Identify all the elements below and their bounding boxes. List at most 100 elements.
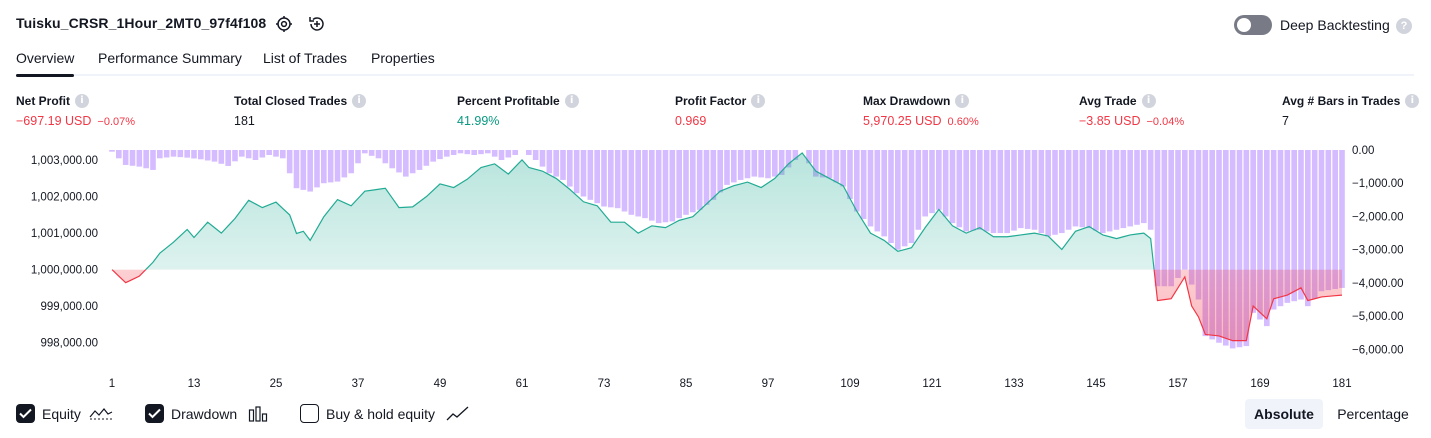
metric-avg-bars-in-trades: Avg # Bars in Trades i 7 — [1282, 92, 1420, 132]
drawdown-bar — [1209, 150, 1215, 340]
tab-overview[interactable]: Overview — [16, 50, 75, 77]
drawdown-bar — [662, 150, 669, 223]
info-icon[interactable]: i — [75, 93, 89, 108]
drawdown-checkbox[interactable] — [145, 404, 164, 423]
drawdown-bar — [416, 150, 423, 170]
buyhold-toggle[interactable]: Buy & hold equity — [300, 403, 480, 425]
x-tick-label: 97 — [762, 378, 775, 390]
x-tick-label: 121 — [922, 378, 941, 390]
chart-legend: Equity Drawdown Buy & hold equity — [16, 403, 1416, 425]
drawdown-bar — [286, 150, 293, 174]
x-tick-label: 169 — [1250, 378, 1269, 390]
equity-drawdown-chart[interactable]: 998,000.00 999,000.00 1,000,000.00 1,001,00… — [0, 140, 1431, 398]
drawdown-bar — [1270, 150, 1277, 310]
drawdown-bar — [1229, 150, 1236, 349]
drawdown-bar — [375, 150, 382, 159]
drawdown-bar — [1216, 150, 1222, 343]
drawdown-bar — [498, 150, 505, 160]
drawdown-bar — [1079, 150, 1086, 228]
drawdown-bar — [553, 150, 559, 177]
drawdown-bar — [389, 150, 395, 169]
drawdown-bar — [252, 150, 259, 160]
equity-toggle[interactable]: Equity — [16, 403, 116, 425]
drawdown-bar — [403, 150, 409, 177]
drawdown-bar — [1175, 150, 1181, 278]
drawdown-bar — [437, 150, 443, 160]
y-left-tick-label: 999,000.00 — [40, 301, 98, 313]
drawdown-bar — [1106, 150, 1113, 232]
tab-list-of-trades[interactable]: List of Trades — [263, 50, 348, 66]
y-left-tick-label: 1,001,000.00 — [31, 228, 98, 240]
drawdown-bar — [150, 150, 156, 170]
drawdown-bar — [840, 150, 846, 187]
drawdown-bar — [806, 150, 812, 164]
drawdown-bar — [1325, 150, 1332, 291]
drawdown-bar — [594, 150, 600, 204]
drawdown-series-icon — [248, 405, 268, 428]
buyhold-checkbox[interactable] — [300, 404, 319, 423]
y-left-tick-label: 1,003,000.00 — [31, 155, 98, 167]
drawdown-bar — [608, 150, 614, 208]
percentage-button[interactable]: Percentage — [1337, 406, 1409, 422]
drawdown-bar — [895, 150, 901, 250]
drawdown-bar — [505, 150, 512, 158]
deep-backtesting-toggle[interactable]: Deep Backtesting ? — [1234, 13, 1414, 35]
drawdown-bar — [1236, 150, 1243, 348]
drawdown-bar — [901, 150, 908, 247]
info-icon[interactable]: i — [564, 93, 579, 108]
drawdown-bar — [1250, 150, 1256, 313]
metric-total-closed-trades: Total Closed Trades i 181 — [234, 92, 367, 132]
tab-properties[interactable]: Properties — [371, 50, 435, 66]
drawdown-bar — [560, 150, 566, 180]
drawdown-bar — [819, 150, 826, 178]
y-right-tick-label: −1,000.00 — [1352, 178, 1403, 190]
drawdown-bar — [191, 150, 197, 159]
info-icon[interactable]: i — [955, 93, 970, 108]
drawdown-bar — [457, 150, 464, 154]
strategy-title: Tuisku_CRSR_1Hour_2MT0_97f4f108 — [16, 15, 267, 31]
drawdown-bar — [731, 150, 737, 183]
replay-icon[interactable] — [307, 14, 327, 34]
drawdown-toggle[interactable]: Drawdown — [145, 403, 275, 425]
info-icon[interactable]: i — [1141, 93, 1156, 108]
x-tick-label: 61 — [516, 378, 529, 390]
metric-value: −3.85 USD — [1079, 114, 1141, 128]
metrics-row: Net Profit i −697.19 USD −0.07% Total Clos… — [16, 92, 1420, 132]
metric-avg-trade: Avg Trade i −3.85 USD −0.04% — [1079, 93, 1185, 128]
equity-checkbox[interactable] — [16, 404, 35, 423]
metric-value: 7 — [1282, 114, 1289, 128]
info-icon[interactable]: i — [352, 93, 367, 108]
y-axis-left: 998,000.00 999,000.00 1,000,000.00 1,001,00… — [31, 155, 98, 349]
y-left-tick-label: 1,000,000.00 — [31, 265, 98, 277]
info-icon[interactable]: i — [751, 93, 766, 108]
drawdown-bar — [129, 150, 136, 166]
absolute-button[interactable]: Absolute — [1245, 399, 1323, 429]
tab-performance-summary[interactable]: Performance Summary — [98, 50, 242, 66]
drawdown-bar — [908, 150, 915, 244]
drawdown-bar — [690, 150, 696, 213]
drawdown-bar — [491, 150, 498, 157]
drawdown-bar — [929, 150, 935, 214]
drawdown-bar — [1038, 150, 1045, 234]
drawdown-bar — [765, 150, 771, 179]
toggle-switch[interactable] — [1234, 15, 1272, 35]
drawdown-bar — [717, 150, 723, 193]
drawdown-bar — [198, 150, 204, 160]
drawdown-bar — [157, 150, 163, 159]
equity-series-icon — [89, 405, 113, 428]
settings-icon[interactable] — [274, 14, 294, 34]
drawdown-bars — [109, 150, 1345, 349]
drawdown-bar — [280, 150, 286, 159]
info-icon[interactable]: i — [1405, 93, 1420, 108]
drawdown-bar — [621, 150, 628, 212]
drawdown-bar — [1141, 150, 1147, 224]
metric-value: 181 — [234, 114, 255, 128]
metric-percent: −0.04% — [1146, 116, 1185, 128]
drawdown-bar — [546, 150, 553, 174]
drawdown-bar — [1168, 150, 1174, 287]
help-icon[interactable]: ? — [1396, 18, 1412, 34]
drawdown-bar — [211, 150, 218, 162]
x-tick-label: 157 — [1168, 378, 1187, 390]
drawdown-bar — [1305, 150, 1311, 307]
drawdown-bar — [642, 150, 648, 219]
